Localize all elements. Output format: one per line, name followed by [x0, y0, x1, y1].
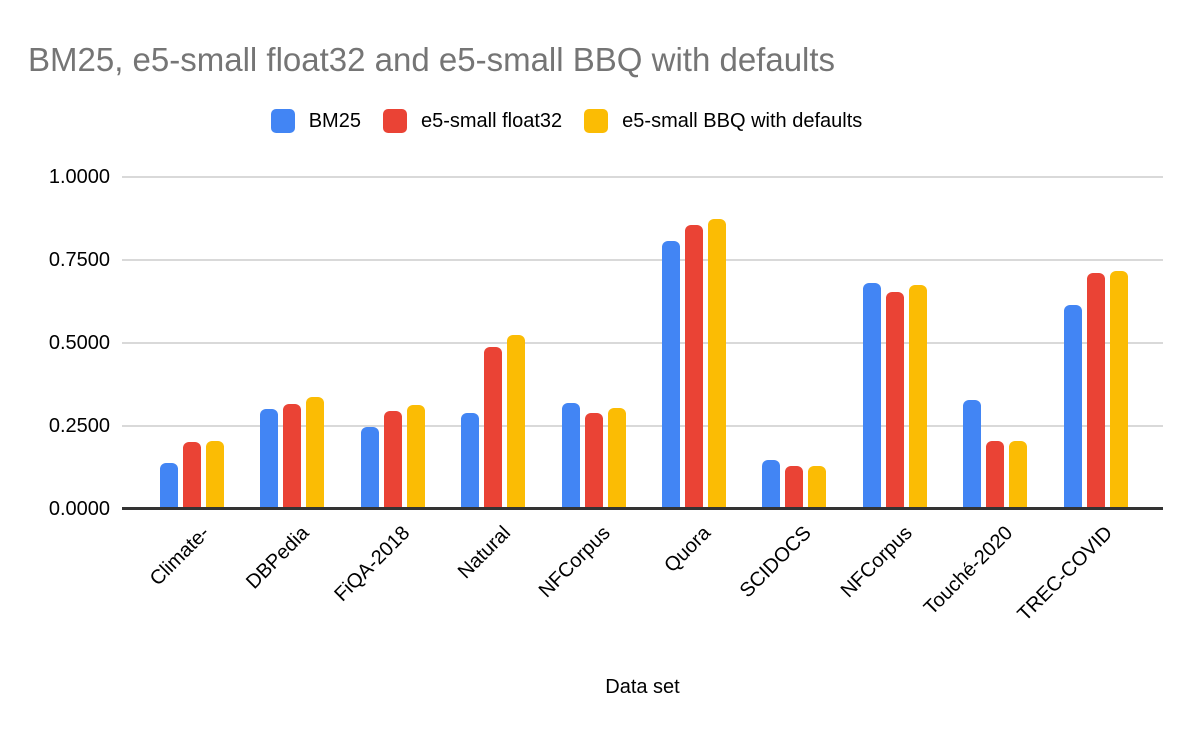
gridline — [122, 342, 1163, 344]
bar-e5-small-bbq-with-defaults-FiQA-2018 — [407, 405, 425, 509]
x-tick-label: Touché-2020 — [919, 522, 1017, 620]
x-tick-label: SCIDOCS — [735, 522, 816, 602]
x-tick-label: TREC-COVID — [1013, 522, 1118, 626]
bar-e5-small-float32-NFCorpus — [886, 292, 904, 509]
bar-e5-small-float32-NFCorpus — [585, 413, 603, 509]
bar-bm25-FiQA-2018 — [361, 427, 379, 509]
x-tick-label: DBPedia — [242, 522, 314, 594]
legend-item-e5-small-bbq-with-defaults: e5-small BBQ with defaults — [584, 109, 862, 133]
bar-bm25-NFCorpus — [562, 403, 580, 509]
bar-e5-small-bbq-with-defaults-Climate- — [206, 441, 224, 509]
bar-e5-small-float32-Quora — [685, 225, 703, 509]
gridline — [122, 425, 1163, 427]
legend-swatch — [382, 109, 407, 133]
legend-swatch — [270, 109, 295, 133]
y-tick-label: 0.0000 — [48, 498, 110, 520]
bar-e5-small-bbq-with-defaults-Quora — [708, 219, 726, 509]
bar-e5-small-bbq-with-defaults-TREC-COVID — [1110, 271, 1128, 509]
x-axis-title: Data set — [605, 676, 680, 698]
gridline — [122, 259, 1163, 261]
bar-bm25-TREC-COVID — [1064, 305, 1082, 509]
legend-item-e5-small-float32: e5-small float32 — [382, 109, 563, 133]
y-tick-label: 0.7500 — [48, 249, 110, 271]
legend-label: e5-small float32 — [420, 109, 563, 132]
bar-e5-small-bbq-with-defaults-NFCorpus — [608, 408, 626, 509]
bar-bm25-Natural — [461, 413, 479, 509]
bar-e5-small-float32-TREC-COVID — [1087, 273, 1105, 509]
legend-label: BM25 — [308, 109, 361, 132]
bar-e5-small-bbq-with-defaults-DBPedia — [306, 397, 324, 509]
bar-bm25-Touché-2020 — [963, 400, 981, 509]
x-tick-label: NFCorpus — [535, 522, 616, 603]
bar-e5-small-bbq-with-defaults-NFCorpus — [909, 285, 927, 509]
x-tick-label: Natural — [453, 522, 515, 584]
legend: BM25 e5-small float32 e5-small BBQ with de… — [0, 108, 1133, 134]
bar-e5-small-float32-Natural — [484, 347, 502, 509]
x-tick-label: FiQA-2018 — [330, 522, 415, 606]
bar-e5-small-float32-DBPedia — [283, 404, 301, 509]
x-tick-label: Climate- — [145, 522, 214, 591]
bar-e5-small-bbq-with-defaults-Natural — [507, 335, 525, 509]
chart-title: BM25, e5-small float32 and e5-small BBQ … — [28, 41, 836, 78]
bar-e5-small-float32-Touché-2020 — [986, 441, 1004, 509]
y-tick-label: 0.2500 — [48, 415, 110, 437]
bar-bm25-Quora — [662, 241, 680, 509]
x-axis-line — [122, 507, 1163, 510]
bar-bm25-SCIDOCS — [762, 460, 780, 509]
bar-e5-small-bbq-with-defaults-SCIDOCS — [808, 466, 826, 509]
bar-bm25-NFCorpus — [863, 283, 881, 509]
bar-bm25-DBPedia — [260, 409, 278, 509]
bar-e5-small-float32-Climate- — [183, 442, 201, 509]
bar-e5-small-bbq-with-defaults-Touché-2020 — [1009, 441, 1027, 509]
bar-bm25-Climate- — [160, 463, 178, 509]
x-tick-label: NFCorpus — [836, 522, 917, 603]
legend-item-bm25: BM25 — [270, 109, 361, 133]
y-tick-label: 1.0000 — [48, 166, 110, 188]
gridline — [122, 176, 1163, 178]
x-tick-label: Quora — [660, 522, 716, 577]
bar-e5-small-float32-SCIDOCS — [785, 466, 803, 509]
legend-swatch — [584, 109, 609, 133]
legend-label: e5-small BBQ with defaults — [622, 109, 863, 132]
y-tick-label: 0.5000 — [48, 332, 110, 354]
bar-e5-small-float32-FiQA-2018 — [384, 411, 402, 509]
